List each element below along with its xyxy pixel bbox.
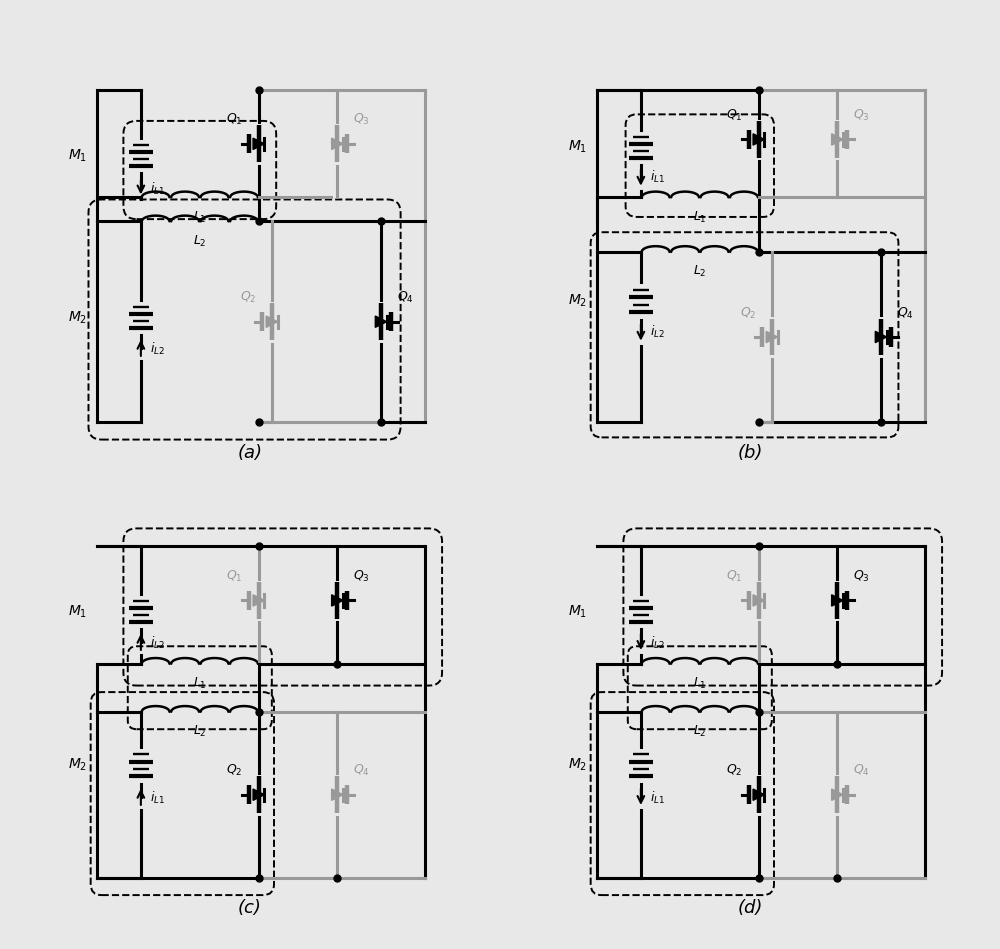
Text: $Q_3$: $Q_3$: [853, 108, 870, 123]
Polygon shape: [832, 789, 843, 800]
Text: $Q_3$: $Q_3$: [353, 112, 370, 127]
Text: $M_2$: $M_2$: [568, 757, 587, 773]
Text: $Q_4$: $Q_4$: [397, 290, 413, 306]
Text: $i_{L1}$: $i_{L1}$: [150, 790, 166, 806]
Text: $L_1$: $L_1$: [193, 676, 207, 691]
Text: $i_{L2}$: $i_{L2}$: [650, 635, 665, 651]
Polygon shape: [332, 595, 343, 606]
Text: (c): (c): [238, 900, 262, 917]
Polygon shape: [375, 316, 387, 327]
Text: (a): (a): [238, 444, 262, 461]
Polygon shape: [332, 139, 343, 150]
Text: $M_1$: $M_1$: [568, 604, 587, 620]
Text: $Q_1$: $Q_1$: [226, 568, 243, 584]
Text: $M_1$: $M_1$: [68, 148, 87, 164]
Text: (d): (d): [737, 900, 763, 917]
Text: $L_1$: $L_1$: [693, 676, 707, 691]
Text: $L_2$: $L_2$: [693, 724, 707, 739]
Text: (b): (b): [737, 444, 763, 461]
Text: $M_2$: $M_2$: [68, 757, 87, 773]
Text: $Q_4$: $Q_4$: [897, 306, 913, 321]
Text: $M_1$: $M_1$: [68, 604, 87, 620]
Text: $Q_2$: $Q_2$: [740, 306, 756, 321]
Polygon shape: [753, 789, 764, 800]
Text: $Q_4$: $Q_4$: [853, 763, 870, 778]
Text: $Q_1$: $Q_1$: [726, 568, 743, 584]
Text: $Q_1$: $Q_1$: [226, 112, 243, 127]
Polygon shape: [266, 316, 278, 327]
Text: $L_2$: $L_2$: [193, 233, 207, 249]
Text: $Q_3$: $Q_3$: [353, 568, 370, 584]
Polygon shape: [253, 595, 264, 606]
Text: $L_2$: $L_2$: [693, 264, 707, 279]
Text: $i_{L2}$: $i_{L2}$: [150, 341, 165, 357]
Polygon shape: [766, 331, 778, 343]
Polygon shape: [832, 134, 843, 145]
Polygon shape: [832, 595, 843, 606]
Polygon shape: [875, 331, 887, 343]
Polygon shape: [253, 139, 264, 150]
Text: $i_{L2}$: $i_{L2}$: [150, 635, 165, 651]
Text: $Q_2$: $Q_2$: [226, 763, 243, 778]
Text: $L_2$: $L_2$: [193, 724, 207, 739]
Text: $i_{L1}$: $i_{L1}$: [650, 790, 666, 806]
Text: $i_{L2}$: $i_{L2}$: [650, 324, 665, 340]
Text: $M_2$: $M_2$: [568, 293, 587, 309]
Polygon shape: [332, 789, 343, 800]
Text: $L_1$: $L_1$: [193, 210, 207, 225]
Text: $M_1$: $M_1$: [568, 139, 587, 156]
Text: $i_{L1}$: $i_{L1}$: [650, 169, 666, 185]
Text: $Q_1$: $Q_1$: [726, 108, 743, 123]
Text: $Q_2$: $Q_2$: [240, 290, 256, 306]
Polygon shape: [753, 134, 764, 145]
Polygon shape: [753, 595, 764, 606]
Text: $Q_4$: $Q_4$: [353, 763, 370, 778]
Text: $M_2$: $M_2$: [68, 309, 87, 326]
Text: $Q_3$: $Q_3$: [853, 568, 870, 584]
Text: $L_1$: $L_1$: [693, 210, 707, 225]
Text: $Q_2$: $Q_2$: [726, 763, 743, 778]
Polygon shape: [253, 789, 264, 800]
Text: $i_{L1}$: $i_{L1}$: [150, 180, 166, 196]
